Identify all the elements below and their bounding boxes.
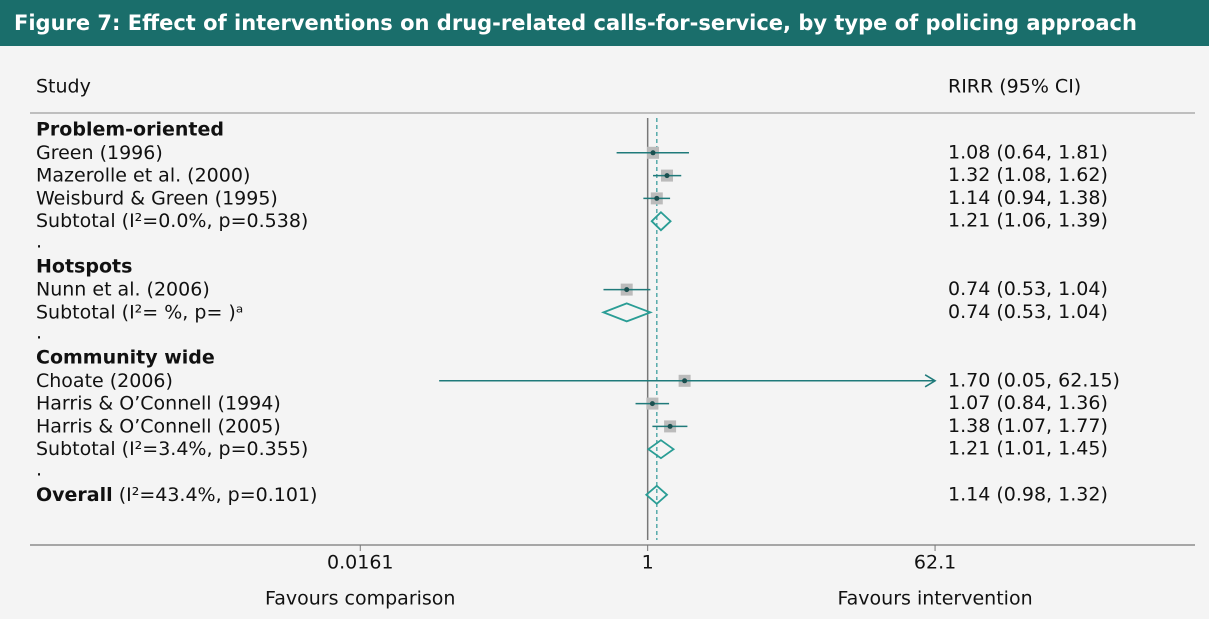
column-header: RIRR (95% CI) (948, 76, 1081, 98)
value-label: 1.32 (1.08, 1.62) (948, 164, 1108, 186)
row-label: Choate (2006) (36, 369, 173, 391)
point-estimate (650, 150, 656, 156)
row-name: Harris & O’Connell (1994) (36, 392, 281, 414)
x-tick-label: 0.0161 (327, 552, 393, 574)
row-label: Subtotal (I²=0.0%, p=0.538) (36, 210, 308, 232)
row-name: Choate (2006) (36, 369, 173, 391)
row-name: Subtotal (36, 301, 116, 323)
point-estimate (624, 287, 630, 293)
group-label: Problem-oriented (36, 119, 224, 141)
row-name: Subtotal (36, 210, 116, 232)
point-estimate (682, 378, 688, 384)
heterogeneity: (I²= %, p= )ᵃ (122, 301, 244, 323)
row-name: Nunn et al. (2006) (36, 278, 210, 300)
value-label: 1.07 (0.84, 1.36) (948, 392, 1108, 414)
row-label: Subtotal (I²= %, p= )ᵃ (36, 301, 243, 323)
row-name: Weisburd & Green (1995) (36, 187, 278, 209)
heterogeneity: (I²=3.4%, p=0.355) (122, 438, 309, 460)
spacer-dot: . (36, 459, 42, 481)
row-name: Mazerolle et al. (2000) (36, 164, 250, 186)
row-label: Harris & O’Connell (2005) (36, 415, 281, 437)
row-label: Subtotal (I²=3.4%, p=0.355) (36, 438, 308, 460)
value-label: 0.74 (0.53, 1.04) (948, 301, 1108, 323)
row-name: Green (1996) (36, 141, 163, 163)
row-name: Subtotal (36, 438, 116, 460)
pooled-diamond (650, 210, 672, 232)
row-name: Overall (36, 483, 113, 505)
value-label: 1.70 (0.05, 62.15) (948, 369, 1120, 391)
chart-title: Figure 7: Effect of interventions on dru… (14, 11, 1137, 35)
row-label: Overall (I²=43.4%, p=0.101) (36, 483, 317, 505)
heterogeneity: (I²=43.4%, p=0.101) (119, 483, 318, 505)
x-label: Favours comparison (265, 588, 455, 610)
value-label: 1.14 (0.94, 1.38) (948, 187, 1108, 209)
group-label: Hotspots (36, 255, 132, 277)
value-label: 1.14 (0.98, 1.32) (948, 483, 1108, 505)
point-estimate (654, 195, 660, 201)
column-header: Study (36, 76, 91, 98)
value-label: 1.21 (1.06, 1.39) (948, 210, 1108, 232)
row-label: Harris & O’Connell (1994) (36, 392, 281, 414)
spacer-dot: . (36, 322, 42, 344)
x-tick-label: 62.1 (914, 552, 956, 574)
row-name: Harris & O’Connell (2005) (36, 415, 281, 437)
row-label: Nunn et al. (2006) (36, 278, 210, 300)
point-estimate (649, 401, 655, 407)
x-tick-label: 1 (642, 552, 654, 574)
point-estimate (667, 423, 673, 429)
pooled-diamond (600, 302, 653, 323)
row-label: Mazerolle et al. (2000) (36, 164, 250, 186)
spacer-dot: . (36, 231, 42, 253)
pooled-diamond (644, 484, 669, 505)
heterogeneity: (I²=0.0%, p=0.538) (122, 210, 309, 232)
x-label: Favours intervention (837, 588, 1032, 610)
panel (0, 46, 1209, 619)
row-label: Weisburd & Green (1995) (36, 187, 278, 209)
value-label: 0.74 (0.53, 1.04) (948, 278, 1108, 300)
group-label: Community wide (36, 347, 215, 369)
pooled-diamond (646, 439, 676, 460)
point-estimate (664, 173, 670, 179)
value-label: 1.08 (0.64, 1.81) (948, 141, 1108, 163)
value-label: 1.21 (1.01, 1.45) (948, 438, 1108, 460)
ci-arrow (924, 374, 937, 388)
row-label: Green (1996) (36, 141, 163, 163)
title-bar (0, 0, 1209, 46)
value-label: 1.38 (1.07, 1.77) (948, 415, 1108, 437)
